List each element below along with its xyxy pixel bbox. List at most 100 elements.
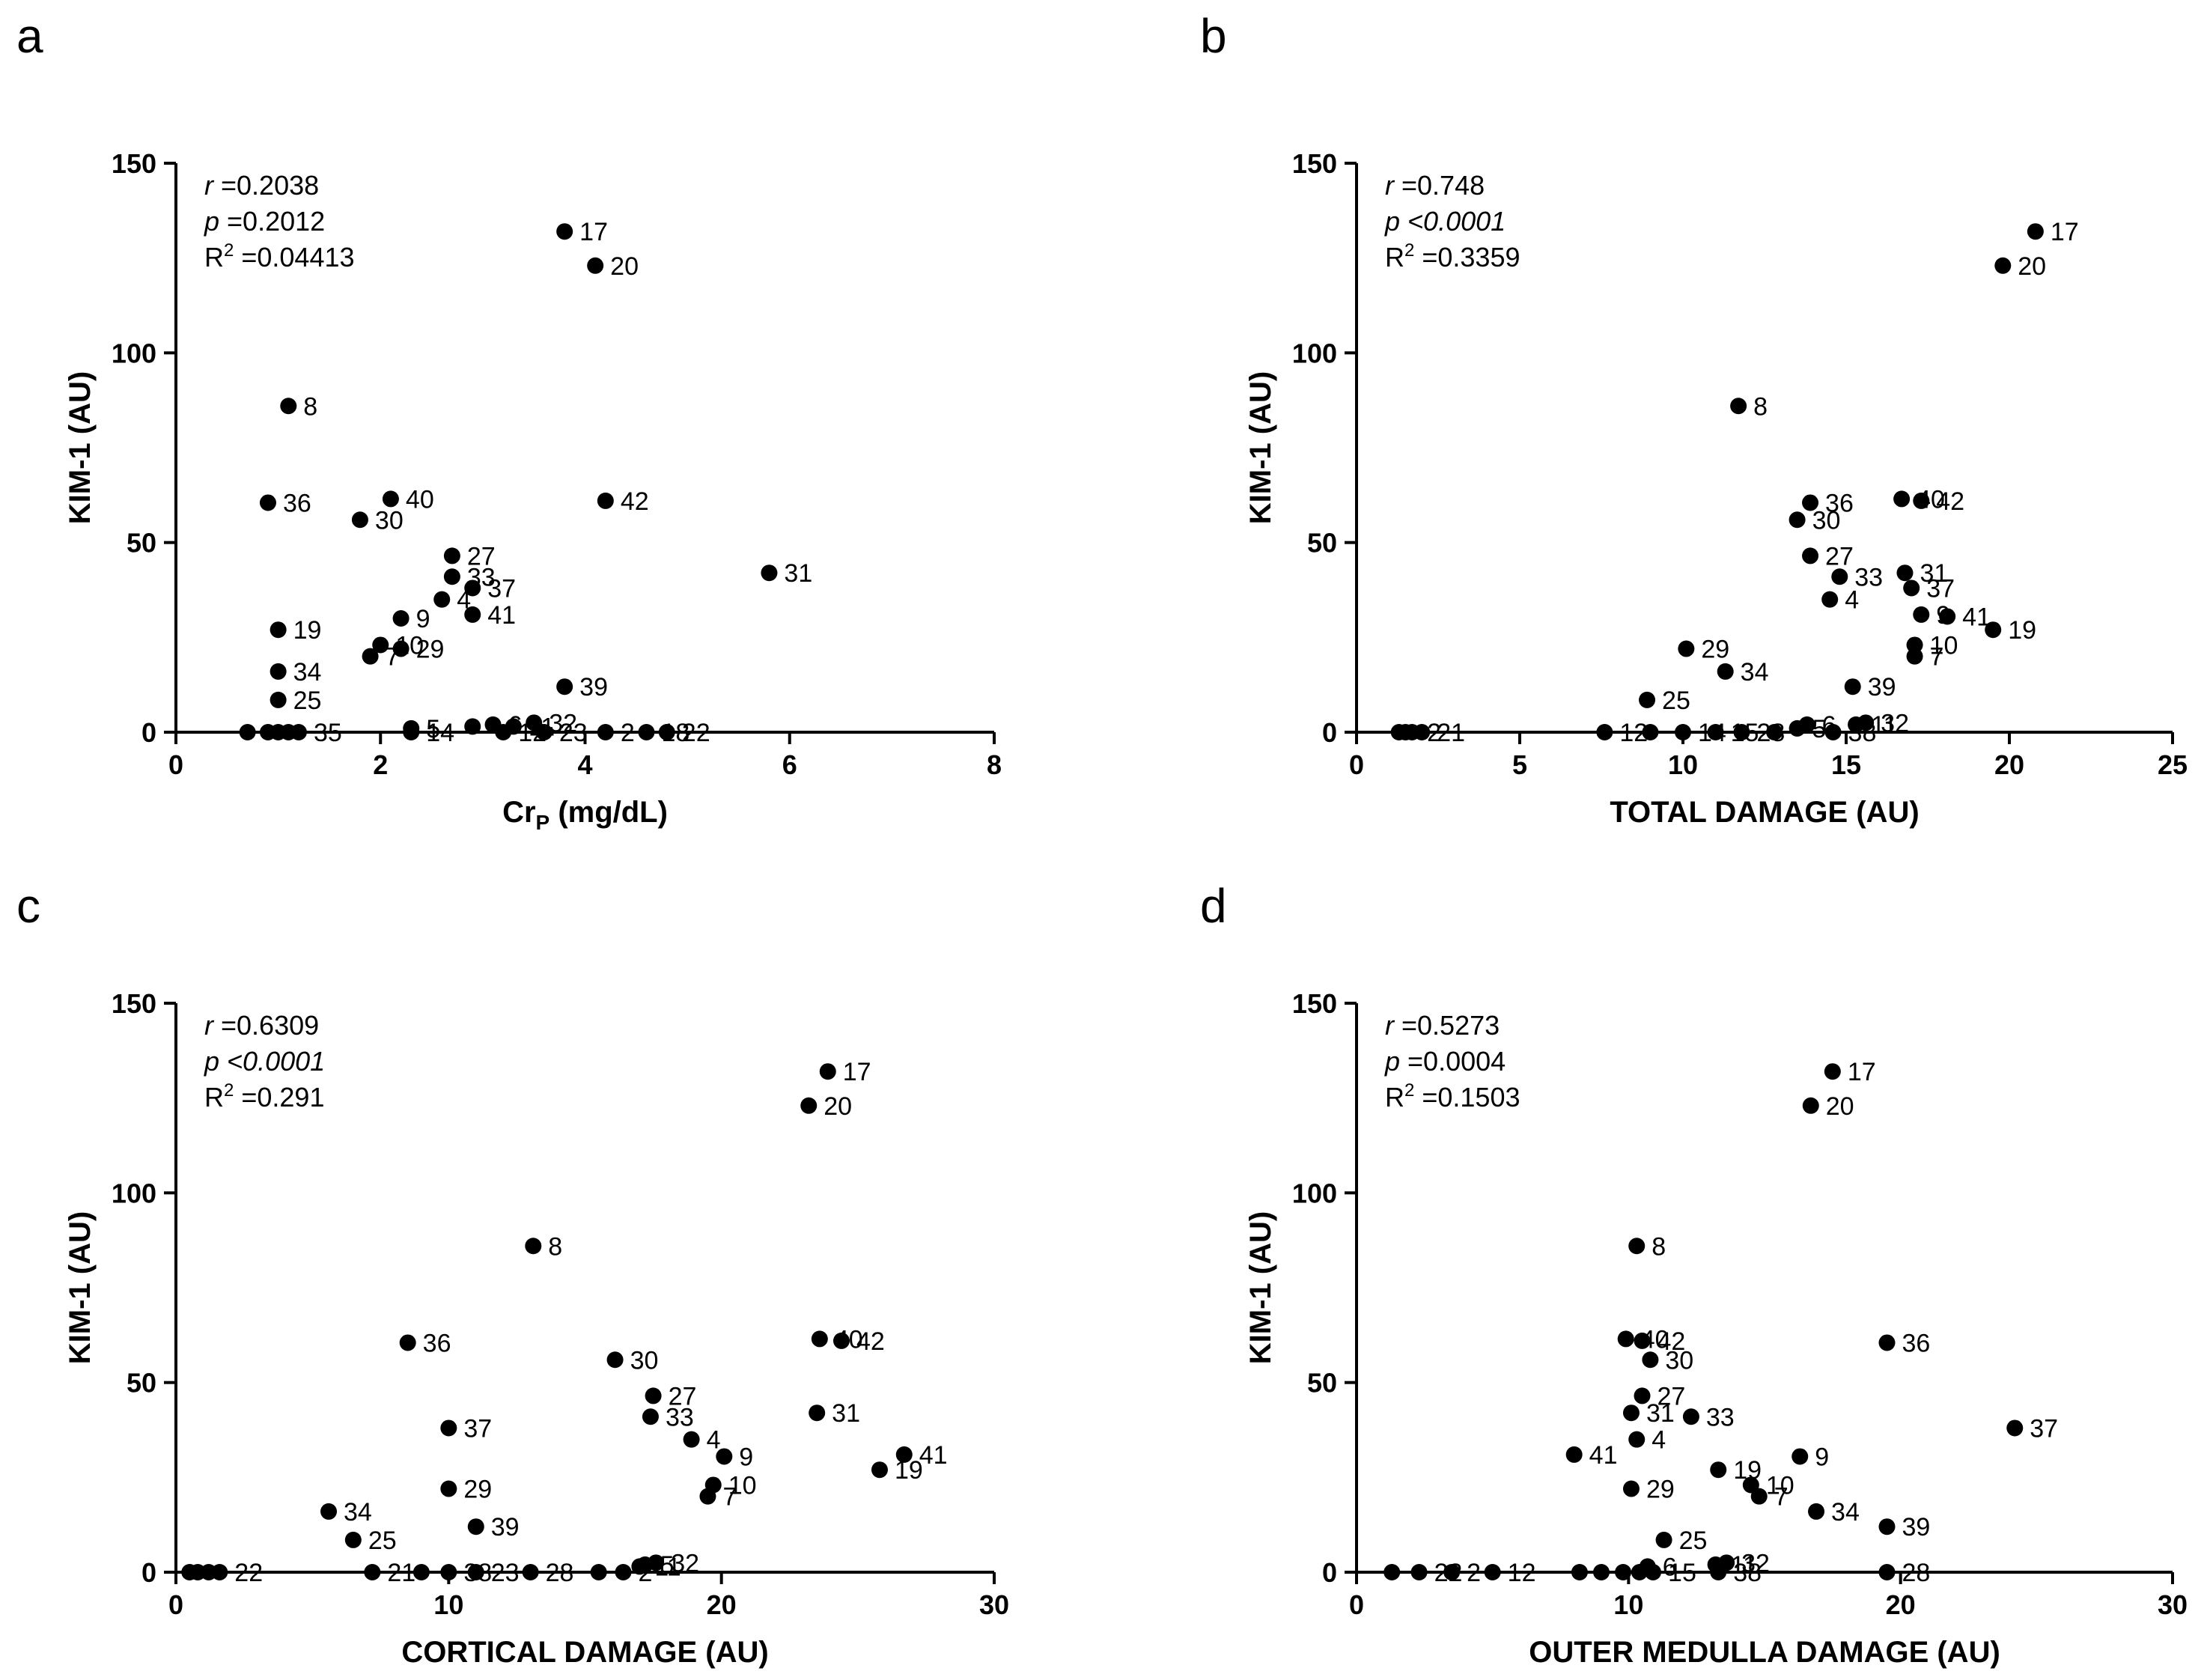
data-point-label: 11 bbox=[654, 1553, 681, 1581]
stat-p: p =0.0004 bbox=[1384, 1046, 1506, 1077]
data-point bbox=[556, 223, 573, 240]
data-point bbox=[1443, 1564, 1461, 1580]
x-tick-label: 0 bbox=[1349, 749, 1364, 780]
data-point bbox=[467, 1518, 484, 1536]
data-point bbox=[1844, 678, 1861, 696]
data-point-label: 34 bbox=[1741, 658, 1769, 687]
data-point bbox=[495, 724, 512, 740]
data-point bbox=[716, 1448, 733, 1465]
data-point-label: 27 bbox=[467, 542, 496, 570]
data-point bbox=[1678, 640, 1695, 657]
data-point bbox=[1383, 1564, 1401, 1580]
data-point-label: 31 bbox=[1646, 1399, 1675, 1428]
data-point-label: 5 bbox=[1812, 715, 1827, 743]
data-point-label: 12 bbox=[1508, 1559, 1536, 1587]
data-point bbox=[800, 1097, 818, 1114]
y-tick-label: 100 bbox=[1292, 338, 1337, 368]
data-point-label: 42 bbox=[1936, 487, 1964, 516]
data-point-label: 32 bbox=[1741, 1549, 1770, 1577]
data-point bbox=[464, 606, 481, 623]
data-point-label: 21 bbox=[387, 1559, 415, 1587]
data-point-label: 27 bbox=[669, 1382, 697, 1410]
data-point bbox=[320, 1503, 338, 1520]
data-point-label: 17 bbox=[2051, 218, 2079, 246]
y-axis-label: KIM-1 (AU) bbox=[64, 1211, 97, 1364]
data-point-label: 31 bbox=[832, 1399, 860, 1428]
data-point-label: 23 bbox=[559, 719, 588, 747]
data-point bbox=[631, 1558, 648, 1575]
data-point-label: 20 bbox=[2018, 252, 2046, 281]
data-point bbox=[1792, 1448, 1809, 1465]
data-point bbox=[615, 1564, 632, 1580]
data-point bbox=[1903, 579, 1920, 597]
data-point bbox=[556, 678, 573, 696]
data-point-label: 36 bbox=[1902, 1329, 1931, 1357]
data-point-label: 39 bbox=[579, 673, 608, 701]
x-tick-label: 10 bbox=[433, 1589, 463, 1620]
data-point bbox=[1682, 1408, 1699, 1425]
data-point bbox=[1593, 1564, 1610, 1580]
x-tick-label: 20 bbox=[1886, 1589, 1916, 1620]
data-point-label: 39 bbox=[1902, 1513, 1931, 1541]
data-point bbox=[270, 663, 287, 680]
data-point bbox=[239, 724, 256, 740]
data-point bbox=[1631, 1564, 1648, 1580]
data-point-label: 9 bbox=[416, 605, 430, 633]
data-point-label: 42 bbox=[856, 1327, 885, 1356]
data-point bbox=[1913, 606, 1930, 623]
data-point-label: 29 bbox=[1701, 636, 1729, 664]
data-point-label: 8 bbox=[1753, 392, 1768, 421]
data-point bbox=[2006, 1419, 2024, 1437]
panel-d: d 0 10 20 30 0 50 100 150 OUTER MEDULLA DAMAGE (A… bbox=[1200, 879, 2188, 1669]
data-point bbox=[464, 579, 481, 597]
data-point bbox=[809, 1404, 826, 1422]
y-tick-label: 0 bbox=[1322, 1557, 1337, 1588]
data-point-label: 10 bbox=[1766, 1471, 1794, 1500]
data-point bbox=[280, 398, 297, 415]
data-point-label: 35 bbox=[314, 719, 342, 747]
data-point-label: 4 bbox=[1652, 1426, 1666, 1455]
data-point bbox=[1565, 1446, 1583, 1463]
data-point bbox=[440, 1419, 457, 1437]
data-point-label: 14 bbox=[426, 719, 454, 747]
data-point-label: 38 bbox=[1733, 1559, 1762, 1587]
data-point-label: 37 bbox=[2030, 1414, 2058, 1443]
y-axis-label: KIM-1 (AU) bbox=[64, 371, 97, 524]
x-tick-label: 10 bbox=[1613, 1589, 1643, 1620]
data-point-label: 37 bbox=[463, 1414, 492, 1443]
x-axis-label: OUTER MEDULLA DAMAGE (AU) bbox=[1529, 1636, 2000, 1669]
y-tick-label: 100 bbox=[1292, 1178, 1337, 1208]
data-point-label: 41 bbox=[919, 1441, 948, 1470]
data-point-label: 30 bbox=[1812, 506, 1841, 535]
data-point bbox=[1639, 691, 1656, 708]
x-tick-label: 15 bbox=[1831, 749, 1861, 780]
x-tick-label: 4 bbox=[577, 749, 592, 780]
data-point-label: 7 bbox=[722, 1483, 737, 1512]
data-point bbox=[699, 1488, 716, 1505]
y-tick-label: 50 bbox=[1307, 1368, 1337, 1399]
stat-r2: R2 =0.04413 bbox=[204, 240, 355, 273]
data-point-label: 29 bbox=[463, 1476, 492, 1504]
data-point-label: 27 bbox=[1657, 1382, 1686, 1410]
data-point bbox=[1707, 724, 1724, 740]
data-point-label: 25 bbox=[1679, 1527, 1708, 1555]
y-tick-label: 100 bbox=[112, 338, 156, 368]
data-point bbox=[1634, 1387, 1651, 1404]
data-point bbox=[270, 691, 287, 708]
data-point-label: 30 bbox=[1665, 1346, 1693, 1375]
data-point bbox=[1634, 1332, 1651, 1349]
data-point-label: 29 bbox=[416, 636, 445, 664]
data-point-label: 25 bbox=[1662, 687, 1690, 715]
data-point bbox=[1848, 716, 1865, 733]
data-point bbox=[1571, 1564, 1588, 1580]
x-tick-label: 25 bbox=[2158, 749, 2188, 780]
data-point-label: 32 bbox=[549, 709, 577, 737]
data-point bbox=[1802, 1097, 1819, 1114]
data-point bbox=[1878, 1564, 1896, 1580]
stat-r2: R2 =0.291 bbox=[204, 1080, 324, 1113]
stat-r: r =0.6309 bbox=[204, 1010, 319, 1041]
data-point-label: 19 bbox=[293, 616, 322, 645]
data-point bbox=[1717, 663, 1734, 680]
data-point-label: 36 bbox=[283, 489, 311, 517]
data-point-label: 28 bbox=[1902, 1559, 1931, 1587]
